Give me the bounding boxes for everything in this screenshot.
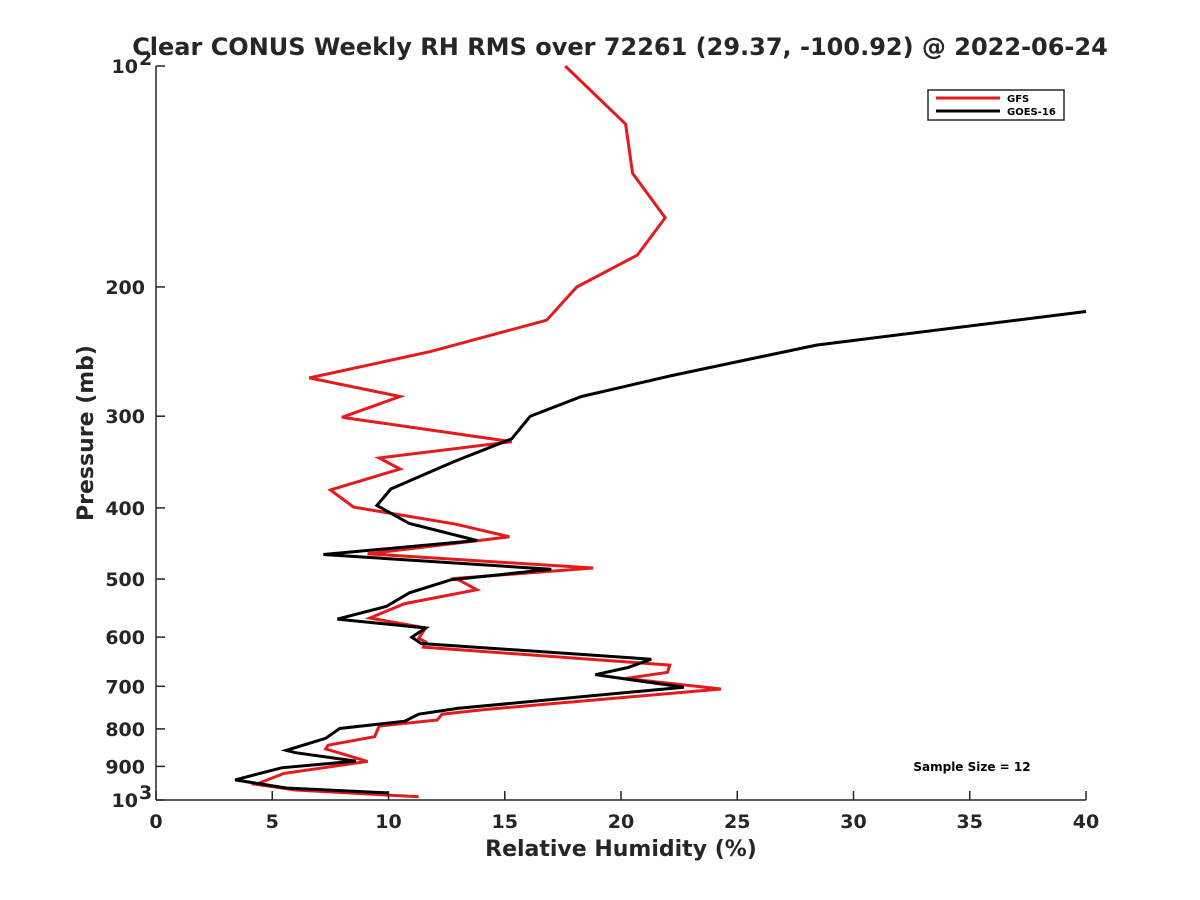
x-tick-label: 10 — [375, 811, 401, 833]
x-tick-label: 15 — [492, 811, 518, 833]
x-ticks: 0 5 10 15 20 25 30 35 40 — [149, 791, 1099, 833]
y-tick-label: 10 — [112, 56, 138, 78]
x-axis-label: Relative Humidity (%) — [485, 837, 757, 862]
y-tick-label: 900 — [105, 756, 145, 778]
y-tick-label: 400 — [105, 498, 145, 520]
y-tick-label: 700 — [105, 676, 145, 698]
y-axis-label: Pressure (mb) — [74, 345, 99, 521]
legend-box — [927, 89, 1065, 121]
chart-title: Clear CONUS Weekly RH RMS over 72261 (29… — [132, 33, 1108, 61]
y-tick-label: 500 — [105, 569, 145, 591]
y-tick-label: 10 — [112, 790, 138, 812]
x-tick-label: 20 — [608, 811, 634, 833]
x-tick-label: 5 — [266, 811, 279, 833]
y-tick-label: 300 — [105, 406, 145, 428]
axes — [155, 66, 1086, 801]
series-line-gfs — [250, 64, 722, 799]
x-tick-label: 40 — [1073, 811, 1099, 833]
y-tick-exponent: 2 — [139, 48, 152, 70]
y-tick-label: 800 — [105, 719, 145, 741]
x-tick-label: 0 — [149, 811, 162, 833]
legend-label-gfs: GFS — [1007, 94, 1029, 105]
x-tick-label: 25 — [724, 811, 750, 833]
x-tick-label: 35 — [957, 811, 983, 833]
y-tick-label: 200 — [105, 277, 145, 299]
plot-lines — [234, 64, 1087, 799]
sample-size-annotation: Sample Size = 12 — [913, 760, 1030, 774]
x-tick-label: 30 — [840, 811, 866, 833]
y-tick-exponent: 3 — [139, 782, 152, 804]
y-tick-label: 600 — [105, 627, 145, 649]
legend-label-goes-16: GOES-16 — [1007, 107, 1056, 118]
legend: GFS GOES-16 — [927, 89, 1065, 121]
series-line-goes-16 — [234, 310, 1087, 795]
